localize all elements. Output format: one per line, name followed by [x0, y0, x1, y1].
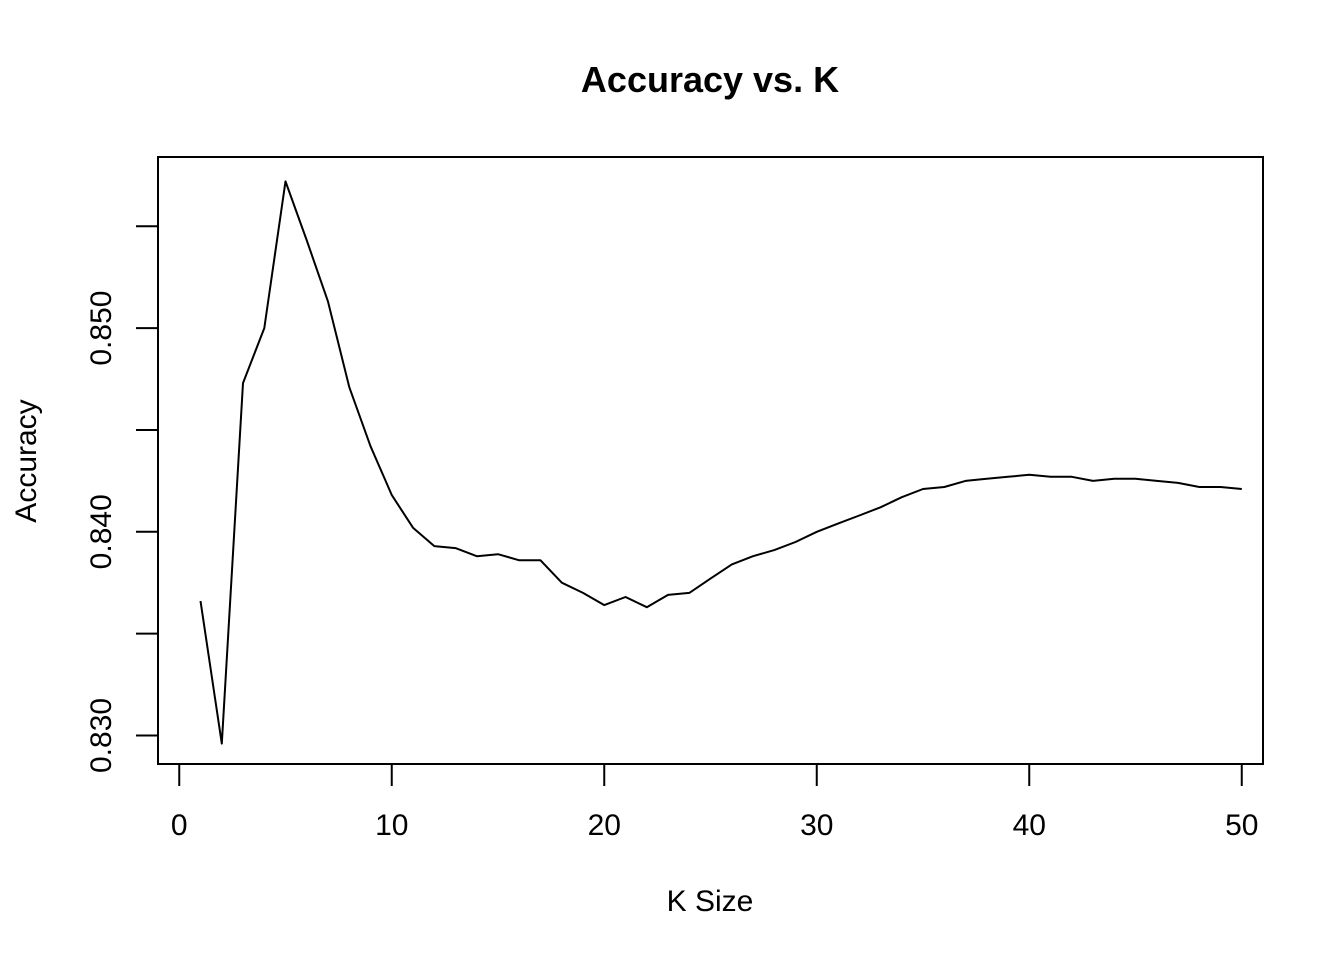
x-tick-label: 40 [1013, 809, 1046, 842]
data-point [1050, 476, 1051, 477]
y-tick-label: 0.840 [85, 494, 118, 569]
chart-title: Accuracy vs. K [581, 59, 839, 100]
data-point [625, 596, 626, 597]
y-axis-label: Accuracy [10, 399, 43, 522]
series-layer [199, 180, 1242, 745]
data-point [710, 578, 711, 579]
data-point [1114, 478, 1115, 479]
data-point [264, 328, 265, 329]
data-point [689, 592, 690, 593]
data-point [986, 478, 987, 479]
data-point [1071, 476, 1072, 477]
data-point [1029, 474, 1030, 475]
data-point [519, 560, 520, 561]
data-point [561, 582, 562, 583]
data-point [1220, 486, 1221, 487]
y-tick-label: 0.850 [85, 291, 118, 366]
data-point [370, 446, 371, 447]
data-point [880, 507, 881, 508]
x-axis: 0 10 20 30 40 50 [171, 763, 1258, 842]
data-point [349, 387, 350, 388]
data-point [455, 547, 456, 548]
data-point [1007, 476, 1008, 477]
y-tick-label: 0.830 [85, 698, 118, 773]
data-point [837, 523, 838, 524]
data-point [731, 564, 732, 565]
x-tick-label: 30 [800, 809, 833, 842]
data-point [646, 607, 647, 608]
data-point [412, 527, 413, 528]
data-point [1199, 486, 1200, 487]
series-line [199, 180, 1242, 745]
data-point [901, 497, 902, 498]
data-point [242, 382, 243, 383]
x-axis-label: K Size [667, 885, 754, 918]
data-point [1156, 480, 1157, 481]
data-point [434, 545, 435, 546]
data-point [795, 541, 796, 542]
data-point [200, 600, 201, 601]
x-tick-label: 50 [1225, 809, 1258, 842]
data-point [774, 550, 775, 551]
data-point [1241, 488, 1242, 489]
y-axis: 0.830 0.840 0.850 [85, 225, 159, 773]
data-point [1135, 478, 1136, 479]
x-tick-label: 10 [375, 809, 408, 842]
data-point [1177, 482, 1178, 483]
data-point [604, 605, 605, 606]
data-point [221, 743, 222, 744]
data-point [922, 488, 923, 489]
data-point [816, 531, 817, 532]
data-point [582, 592, 583, 593]
data-point [285, 181, 286, 182]
plot-frame [157, 156, 1264, 765]
data-point [497, 554, 498, 555]
data-point [327, 301, 328, 302]
data-point [1092, 480, 1093, 481]
x-tick-label: 20 [588, 809, 621, 842]
data-point [752, 556, 753, 557]
data-point [476, 556, 477, 557]
x-tick-label: 0 [171, 809, 188, 842]
data-point [944, 486, 945, 487]
data-point [540, 560, 541, 561]
data-point [391, 495, 392, 496]
data-point [667, 594, 668, 595]
data-point [859, 515, 860, 516]
data-point [306, 240, 307, 241]
data-point [965, 480, 966, 481]
